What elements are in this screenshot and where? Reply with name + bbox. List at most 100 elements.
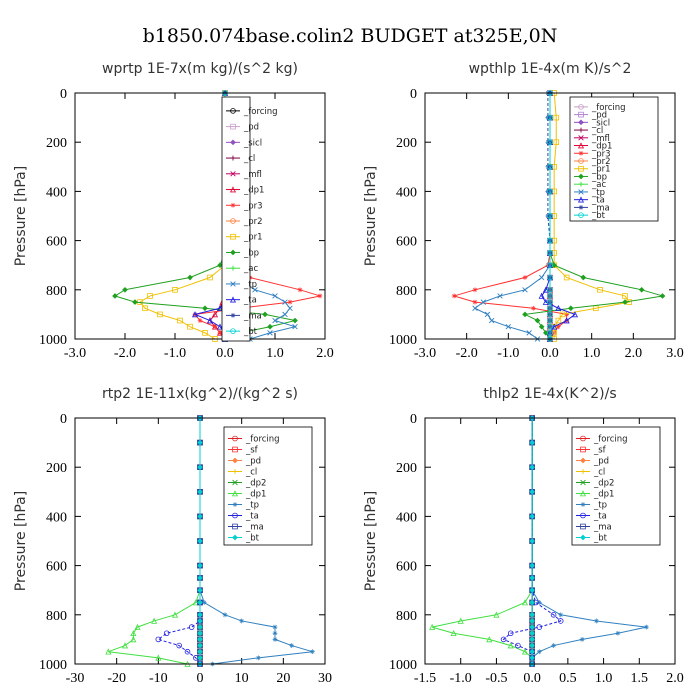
- legend-marker: [232, 479, 238, 486]
- data-point: [558, 612, 564, 618]
- data-point: [547, 139, 553, 146]
- data-point: [529, 575, 535, 581]
- data-point: [547, 286, 553, 293]
- legend-entry: _bt: [593, 534, 608, 544]
- data-point: [292, 323, 298, 330]
- y-tick-label: 400: [396, 510, 417, 525]
- x-tick-label: -0.5: [485, 671, 507, 686]
- y-tick-label: 200: [396, 136, 417, 151]
- y-tick-label: 1000: [389, 658, 417, 673]
- data-point: [542, 298, 549, 305]
- data-point: [197, 488, 203, 495]
- legend-entry: _ta: [593, 512, 607, 522]
- data-point: [536, 600, 542, 605]
- legend-entry: _pr2: [591, 157, 611, 167]
- data-point: [217, 330, 223, 336]
- data-point: [638, 286, 645, 293]
- panel-3: rtp2 1E-11x(kg^2)/(kg^2 s) Pressure [hPa]…: [13, 386, 332, 686]
- y-tick-label: 800: [46, 284, 67, 299]
- data-point: [547, 293, 553, 299]
- legend-entry: _mfl: [591, 134, 610, 144]
- legend-entry: _forcing: [591, 103, 626, 113]
- legend-marker: [229, 296, 237, 303]
- series-bp: [112, 90, 298, 342]
- y-tick-label: 200: [46, 136, 67, 151]
- data-point: [579, 637, 585, 642]
- series-bt: [529, 415, 535, 667]
- y-tick-label: 1000: [389, 333, 417, 348]
- data-point: [521, 648, 529, 655]
- data-point: [134, 623, 141, 630]
- legend-entry: _bt: [243, 327, 258, 337]
- legend-marker: [230, 249, 236, 256]
- data-point: [472, 287, 478, 293]
- y-tick-label: 0: [60, 87, 67, 102]
- y-tick-label: 800: [396, 284, 417, 299]
- data-point: [255, 655, 261, 661]
- legend-entry: _dp1: [591, 142, 612, 152]
- data-point: [480, 299, 487, 305]
- data-point: [563, 317, 570, 324]
- y-tick-label: 0: [410, 87, 417, 102]
- legend-marker: [580, 512, 586, 519]
- data-point: [222, 612, 228, 618]
- y-tick-label: 200: [396, 461, 417, 476]
- legend-entry: _sicl: [591, 118, 610, 128]
- data-point: [187, 274, 193, 281]
- legend-marker: [230, 218, 236, 224]
- legend-entry: _sf: [245, 446, 259, 456]
- data-point: [289, 643, 295, 648]
- y-axis-label: Pressure [hPa]: [13, 491, 29, 591]
- x-tick-label: 0.0: [216, 346, 234, 361]
- legend-marker: [578, 158, 584, 164]
- legend-marker: [580, 523, 586, 530]
- legend-entry: _cl: [245, 468, 257, 478]
- data-point: [297, 287, 303, 293]
- data-point: [547, 188, 553, 195]
- series-line: [139, 93, 226, 340]
- x-tick-label: -1.0: [164, 346, 186, 361]
- y-tick-label: 600: [46, 560, 67, 575]
- data-point: [292, 317, 298, 324]
- plot-frame: [74, 92, 326, 340]
- x-tick-label: -2.0: [456, 346, 478, 361]
- legend-entry: _pd: [245, 457, 261, 467]
- data-point: [187, 323, 193, 330]
- data-point: [212, 324, 218, 330]
- legend-box: [571, 426, 661, 546]
- legend-marker: [231, 490, 239, 497]
- data-point: [486, 636, 493, 643]
- legend-marker: [232, 457, 238, 464]
- legend-entry: _ta: [245, 512, 259, 522]
- panel-4: thlp2 1E-4x(K^2)/s Pressure [hPa] -1.5 -1.0…: [363, 386, 684, 686]
- legend-marker: [232, 435, 238, 442]
- data-point: [206, 317, 214, 324]
- data-point: [644, 624, 649, 630]
- data-point: [282, 311, 288, 318]
- legend-marker: [579, 490, 587, 497]
- data-point: [529, 587, 535, 594]
- legend-entry: _bp: [243, 248, 259, 258]
- data-point: [529, 636, 535, 643]
- legend-marker: [578, 127, 584, 133]
- legend-marker: [232, 469, 238, 474]
- data-point: [529, 599, 535, 606]
- legend-entry: _ac: [243, 264, 258, 274]
- legend-entry: _bt: [591, 211, 606, 221]
- data-point: [529, 630, 535, 637]
- legend-marker: [232, 523, 238, 530]
- x-tick-label: 1.0: [583, 346, 601, 361]
- legend-entry: _bp: [591, 172, 607, 182]
- data-point: [522, 287, 528, 293]
- data-point: [536, 624, 543, 630]
- x-tick-label: -1.5: [414, 671, 436, 686]
- data-point: [547, 323, 553, 330]
- data-point: [282, 299, 288, 305]
- legend-entry: _forcing: [593, 435, 628, 445]
- data-point: [529, 488, 535, 495]
- y-axis-label: Pressure [hPa]: [363, 491, 379, 591]
- data-point: [507, 642, 514, 649]
- data-point: [529, 513, 535, 520]
- data-point: [191, 311, 199, 318]
- legend-entry: _mfl: [243, 170, 262, 180]
